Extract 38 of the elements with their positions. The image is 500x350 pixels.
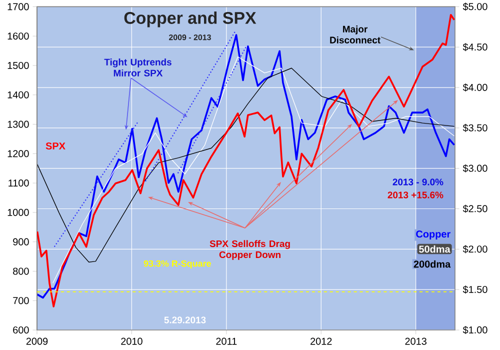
y-tick-label: 1200 <box>8 150 29 158</box>
y2-tick-label: $2.00 <box>462 245 488 254</box>
x-tick-label: 2012 <box>310 338 332 345</box>
y-tick-label: 600 <box>13 326 29 334</box>
y-tick-label: 1700 <box>8 3 29 10</box>
text: SPX <box>46 142 66 150</box>
x-tick-label: 2009 <box>26 338 48 345</box>
y2-tick-label: $5.00 <box>462 2 488 11</box>
y2-tick-label: $3.50 <box>462 124 488 132</box>
y-tick-label: 900 <box>13 238 29 246</box>
x-tick-label: 2011 <box>216 338 237 345</box>
annotation: Major Disconnect <box>330 26 380 44</box>
y-tick-label: 800 <box>13 268 29 275</box>
y2-tick-label: $2.50 <box>462 204 488 213</box>
annotation: SPX Selloffs Drag Copper Down <box>210 240 290 260</box>
y-tick-label: 1300 <box>8 120 29 128</box>
y-tick-label: 1400 <box>8 91 29 98</box>
y-tick-label: 1600 <box>8 32 29 40</box>
y2-tick-label: $3.00 <box>462 164 488 172</box>
y2-tick-label: $4.50 <box>462 43 488 52</box>
text: 200dma <box>414 260 451 268</box>
y2-tick-label: $4.00 <box>462 83 488 92</box>
y2-tick-label: $1.50 <box>462 286 488 294</box>
chart-title: Copper and SPX <box>124 12 256 28</box>
annotation: 5.29.2013 <box>164 316 206 324</box>
y-tick-label: 1100 <box>8 180 29 187</box>
annotation: 2013 +15.6% <box>388 192 444 198</box>
ref-line-label: 93.3% R-Square <box>144 260 211 268</box>
y-tick-label: 1500 <box>8 62 29 70</box>
y2-tick-label: $1.00 <box>462 326 488 334</box>
text: 50dma <box>419 245 450 253</box>
annotation: Tight Uptrends Mirror SPX <box>104 58 172 76</box>
x-tick-label: 2010 <box>121 338 142 345</box>
y-tick-label: 700 <box>13 297 29 304</box>
text: Copper <box>416 230 450 240</box>
y-tick-label: 1000 <box>8 208 29 216</box>
annotation: 2013 - 9.0% <box>392 178 444 186</box>
x-tick-label: 2013 <box>405 338 426 345</box>
